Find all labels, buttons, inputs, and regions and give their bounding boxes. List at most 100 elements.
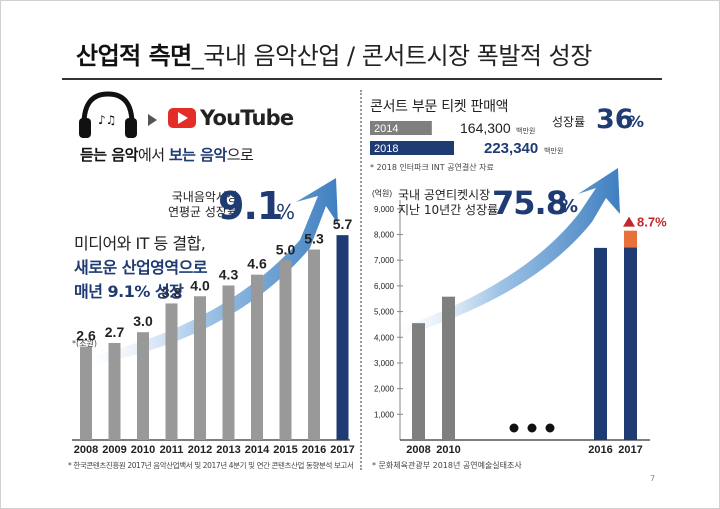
right-chart-bars: 2008 2010 2016 8.7% 2017 <box>406 215 667 456</box>
cagr-label-line1: 국내음악시장 <box>171 190 238 204</box>
ticket-source-note: * 2018 인터파크 INT 공연결산 자료 <box>370 163 494 172</box>
industry-text-line3: 매년 9.1% 성장 <box>74 282 184 301</box>
left-bar-2009 <box>108 342 121 440</box>
ticket-value-2018: 223,340 <box>484 140 538 157</box>
left-bar-2013 <box>222 285 235 440</box>
ticket-value-2014: 164,300 <box>460 120 511 136</box>
ticket-bar-2014 <box>370 121 432 135</box>
industry-growth-text: 미디어와 IT 등 결합, 새로운 산업영역으로 매년 9.1% 성장 <box>74 232 208 304</box>
left-x-tick-2013: 2013 <box>216 444 240 456</box>
right-bar-2016 <box>594 247 607 440</box>
industry-text-line2: 새로운 산업영역으로 <box>74 258 208 277</box>
right-y-tick-5,000: 5,000 <box>374 308 395 317</box>
right-bar-increase-2017 <box>624 230 637 248</box>
left-bar-2010 <box>137 332 149 440</box>
right-y-tick-7,000: 7,000 <box>374 256 395 265</box>
right-chart-unit: (억원) <box>372 188 392 198</box>
listen-part-2: 에서 <box>137 146 169 164</box>
performance-label-line2: 지난 10년간 성장률 <box>398 203 499 217</box>
left-chart-bars: 2.6 2008 2.7 2009 3.0 2010 3.8 2011 4.0 2012 4.3 20… <box>74 216 355 456</box>
right-bar-increase-label: 8.7% <box>637 215 667 230</box>
right-source-note: * 문화체육관광부 2018년 공연예술실태조사 <box>372 461 522 470</box>
left-bar-2008 <box>80 346 92 440</box>
left-bar-label-2011: 3.8 <box>162 284 182 300</box>
left-bar-label-2010: 3.0 <box>133 313 153 329</box>
concert-sales-title: 콘서트 부문 티켓 판매액 <box>370 99 509 115</box>
column-divider <box>360 90 362 470</box>
right-y-tick-3,000: 3,000 <box>374 359 395 368</box>
left-bar-2014 <box>251 274 263 440</box>
left-x-tick-2015: 2015 <box>273 444 297 456</box>
right-chart-y-ticks: (억원) 1,000 2,000 3,000 4,000 5,000 6,000 7,000 8… <box>372 188 403 419</box>
right-x-tick-2008: 2008 <box>406 444 430 456</box>
left-x-tick-2009: 2009 <box>102 444 126 456</box>
ticket-unit-2014: 백만원 <box>516 126 535 135</box>
right-bar-2017 <box>624 247 637 440</box>
left-bar-2012 <box>194 296 206 440</box>
title-bold: 산업적 측면 <box>76 42 192 70</box>
ticket-year-2018: 2018 <box>374 143 398 155</box>
ellipsis-dot <box>545 423 555 433</box>
left-x-tick-2012: 2012 <box>188 444 212 456</box>
growth-rate-value: 36 <box>596 104 634 135</box>
left-bar-label-2008: 2.6 <box>76 328 96 344</box>
right-y-tick-8,000: 8,000 <box>374 231 395 240</box>
ticket-sales-bars: 2014 164,300 백만원 2018 223,340 백만원 <box>370 120 563 157</box>
right-y-tick-9,000: 9,000 <box>374 205 395 214</box>
ticket-unit-2018: 백만원 <box>544 146 563 155</box>
ticket-year-2014: 2014 <box>374 123 398 135</box>
left-source-note: * 한국콘텐츠진흥원 2017년 음악산업백서 및 2017년 4분기 및 연간… <box>68 461 354 470</box>
right-arrow-icon <box>148 114 157 126</box>
right-x-tick-2010: 2010 <box>436 444 460 456</box>
left-bar-label-2015: 5.0 <box>276 241 296 257</box>
right-x-tick-2016: 2016 <box>588 444 612 456</box>
left-bar-label-2017: 5.7 <box>333 216 353 232</box>
cagr-value: 9.1 <box>218 184 283 228</box>
cagr-label: 국내음악시장 연평균 성장률 <box>152 190 238 220</box>
right-y-tick-1,000: 1,000 <box>374 410 395 419</box>
left-chart-unit: *(조원) <box>72 339 97 348</box>
ticket-bar-2018 <box>370 141 454 155</box>
left-bar-2016 <box>308 249 320 440</box>
right-y-tick-4,000: 4,000 <box>374 333 395 342</box>
listen-part-1: 듣는 음악 <box>80 146 138 164</box>
cagr-label-line2: 연평균 성장률 <box>167 205 238 219</box>
ellipsis-dot <box>527 423 537 433</box>
left-bar-label-2016: 5.3 <box>304 231 324 247</box>
left-bar-label-2014: 4.6 <box>247 256 267 272</box>
page-number: 7 <box>650 474 656 483</box>
page-title: 산업적 측면_국내 음악산업 / 콘서트시장 폭발적 성장 <box>76 36 592 71</box>
left-bar-label-2009: 2.7 <box>105 324 125 340</box>
performance-label-line1: 국내 공연티켓시장 <box>398 188 491 202</box>
right-y-tick-2,000: 2,000 <box>374 385 395 394</box>
left-bar-2011 <box>165 303 178 440</box>
cagr-percent-sign: % <box>276 200 296 224</box>
left-x-tick-2016: 2016 <box>302 444 326 456</box>
listen-part-4: 으로 <box>226 146 254 164</box>
left-bar-2017 <box>336 235 349 440</box>
youtube-wordmark: YouTube <box>200 106 294 130</box>
left-bar-label-2013: 4.3 <box>219 266 239 282</box>
increase-triangle-icon <box>623 216 635 227</box>
left-bar-label-2012: 4.0 <box>190 277 210 293</box>
growth-rate-percent: % <box>628 112 645 131</box>
left-x-tick-2008: 2008 <box>74 444 98 456</box>
left-x-tick-2017: 2017 <box>330 444 354 456</box>
left-x-tick-2010: 2010 <box>131 444 155 456</box>
title-underline <box>62 78 662 80</box>
left-x-tick-2011: 2011 <box>160 444 184 456</box>
growth-arrow-right <box>378 168 620 343</box>
performance-growth-label: 국내 공연티켓시장 지난 10년간 성장률 <box>398 188 499 218</box>
growth-rate-label: 성장률 <box>552 115 586 129</box>
right-bar-2010 <box>442 296 455 440</box>
left-x-tick-2014: 2014 <box>245 444 270 456</box>
performance-growth-percent: % <box>560 196 579 217</box>
performance-growth-value: 75.8 <box>492 184 568 222</box>
left-bar-2015 <box>279 260 292 440</box>
right-x-tick-2017: 2017 <box>618 444 642 456</box>
title-separator: _ <box>191 42 204 70</box>
ellipsis-dot <box>509 423 519 433</box>
listen-to-watch-caption: 듣는 음악에서 보는 음악으로 <box>80 144 254 165</box>
listen-part-3: 보는 음악 <box>168 146 227 164</box>
